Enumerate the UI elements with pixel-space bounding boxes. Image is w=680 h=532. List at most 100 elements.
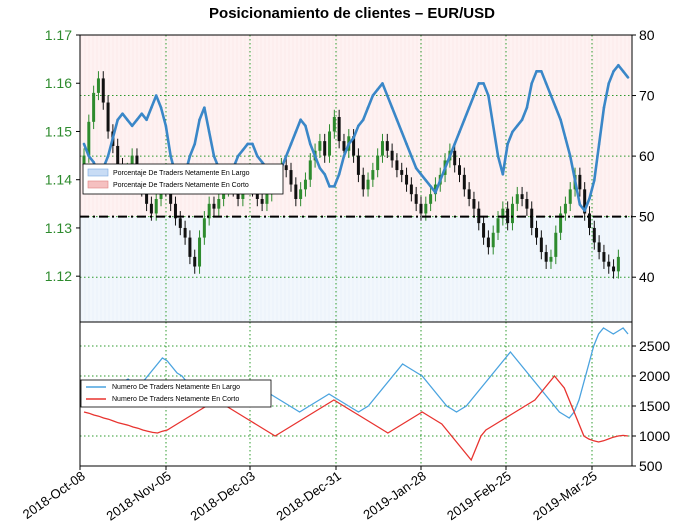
chart-title: Posicionamiento de clientes – EUR/USD xyxy=(209,5,495,22)
pct-long-segment xyxy=(487,94,495,128)
pct-long-segment xyxy=(506,130,514,146)
pct-long-segment xyxy=(530,70,538,85)
pct-long-segment xyxy=(82,142,91,158)
price-candle xyxy=(554,232,558,257)
pct-long-segment xyxy=(549,94,558,109)
price-tick-label: 1.14 xyxy=(45,172,72,188)
price-candle xyxy=(323,141,327,156)
price-candle xyxy=(173,203,177,219)
price-candle xyxy=(568,189,572,204)
price-candle xyxy=(520,194,524,199)
pct-long-segment xyxy=(159,106,168,128)
pct-tick-label: 40 xyxy=(639,269,655,285)
price-candle xyxy=(515,194,519,204)
price-candle xyxy=(342,141,346,151)
pct-long-segment xyxy=(573,179,582,206)
count-long-line xyxy=(83,327,629,419)
price-candle xyxy=(169,189,173,204)
price-candle xyxy=(559,213,563,233)
price-candle xyxy=(414,194,418,204)
price-candle xyxy=(597,242,601,253)
price-candle xyxy=(202,218,206,238)
price-candle xyxy=(352,136,356,156)
price-candle xyxy=(563,203,567,214)
price-candle xyxy=(400,170,404,175)
bottom-legend-box xyxy=(80,379,272,408)
date-tick-label: 2019-Feb-25 xyxy=(444,468,514,523)
pct-long-segment xyxy=(593,142,601,182)
date-tick-label: 2018-Dec-03 xyxy=(188,468,258,523)
count-tick-label: 1000 xyxy=(639,428,670,444)
pct-long-segment xyxy=(111,118,119,140)
price-candle xyxy=(395,160,399,171)
price-candle xyxy=(405,174,409,185)
count-tick-label: 2500 xyxy=(639,338,670,354)
pct-long-segment xyxy=(621,70,630,79)
top-panel: 1.12 1.13 1.14 1.15 1.16 1.17 40 50 60 70 80 xyxy=(45,27,655,323)
price-candle xyxy=(328,131,332,156)
price-candle xyxy=(612,266,616,272)
pct-long-segment xyxy=(385,94,394,109)
pct-long-segment xyxy=(559,118,567,140)
pct-long-segment xyxy=(284,142,293,158)
price-candle xyxy=(289,170,293,185)
pct-long-segment xyxy=(207,130,216,158)
price-candle xyxy=(101,78,105,103)
pct-tick-label: 60 xyxy=(639,148,655,164)
price-candle xyxy=(424,203,428,214)
price-candle xyxy=(539,237,543,253)
pct-long-segment xyxy=(313,154,322,170)
pct-long-segment xyxy=(400,130,408,146)
price-candle xyxy=(294,184,298,199)
price-tick-label: 1.12 xyxy=(45,268,72,284)
pct-long-segment xyxy=(463,106,471,122)
price-candle xyxy=(616,256,620,272)
top-legend: Porcentaje De Traders Netamente En Largo… xyxy=(82,163,284,195)
price-candle xyxy=(530,208,534,228)
pct-tick-label: 70 xyxy=(639,88,655,104)
top-legend-box xyxy=(82,163,284,195)
price-candle xyxy=(337,117,341,142)
pct-long-segment xyxy=(188,142,197,158)
legend-count-short: Numero De Traders Netamente En Corto xyxy=(112,396,239,403)
pct-long-segment xyxy=(597,106,606,146)
date-tick-label: 2018-Dec-31 xyxy=(274,468,344,523)
price-candle xyxy=(116,145,120,166)
price-candle xyxy=(193,256,197,267)
price-candle xyxy=(198,237,202,267)
count-short-line xyxy=(83,374,629,462)
price-candle xyxy=(87,121,91,156)
pct-long-segment xyxy=(154,94,163,109)
price-candle xyxy=(535,227,539,238)
price-candle xyxy=(303,179,307,190)
price-candle xyxy=(510,203,514,224)
price-candle xyxy=(578,174,582,190)
legend-count-long: Numero De Traders Netamente En Largo xyxy=(112,384,240,391)
pct-long-segment xyxy=(520,106,529,122)
price-tick-label: 1.16 xyxy=(45,75,72,91)
pct-long-segment xyxy=(145,106,153,122)
price-candle xyxy=(371,170,375,180)
price-tick-label: 1.13 xyxy=(45,220,72,236)
date-tick-label: 2019-Mar-25 xyxy=(530,468,600,523)
pct-long-segment xyxy=(583,197,591,212)
price-candle xyxy=(496,218,500,233)
price-candle xyxy=(506,208,510,224)
price-candle xyxy=(92,92,96,122)
price-candle xyxy=(265,194,269,204)
pct-long-segment xyxy=(568,154,577,182)
pct-long-segment xyxy=(564,136,572,158)
bottom-legend: Numero De Traders Netamente En Largo Num… xyxy=(80,379,272,408)
pct-long-segment xyxy=(361,106,370,122)
price-candle xyxy=(332,117,336,132)
pct-long-segment xyxy=(467,94,476,109)
price-candle xyxy=(583,189,587,214)
pct-long-segment xyxy=(525,82,534,109)
pct-long-segment xyxy=(193,118,201,146)
count-tick-label: 500 xyxy=(639,458,663,474)
pct-long-segment xyxy=(352,124,360,140)
pct-long-segment xyxy=(434,179,442,194)
price-candle xyxy=(376,155,380,171)
